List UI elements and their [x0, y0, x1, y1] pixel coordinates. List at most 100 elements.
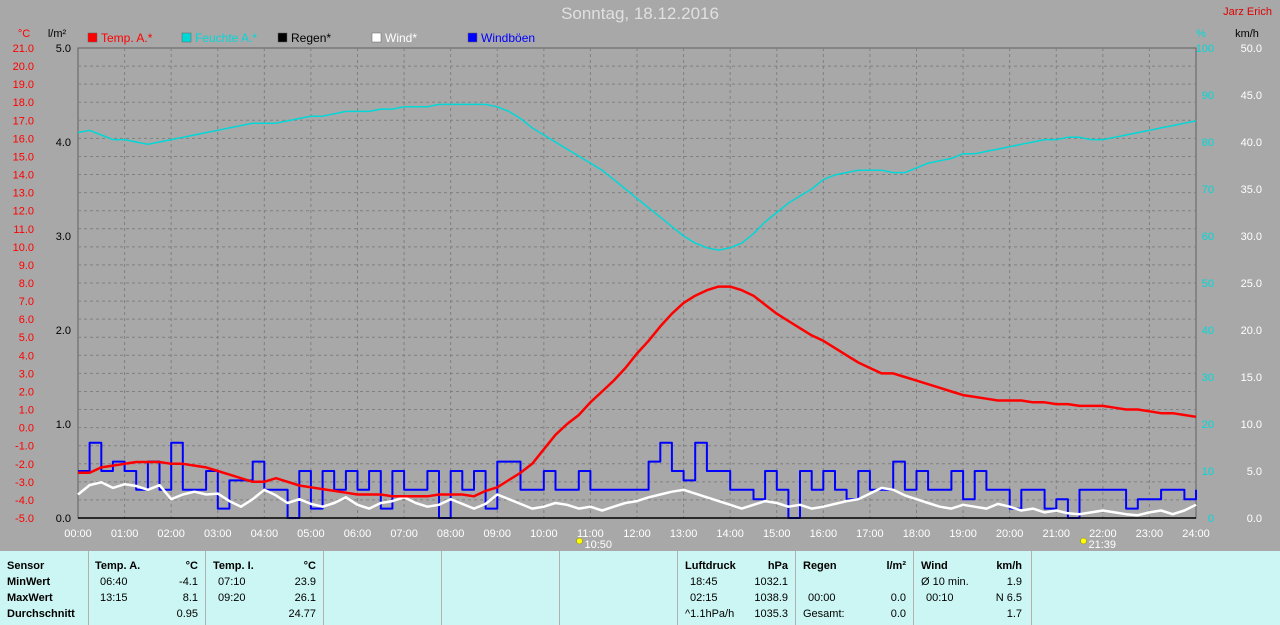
rain-total-label: Gesamt: [803, 608, 845, 620]
x-tick-label: 02:00 [157, 528, 185, 540]
pressure-header: Luftdruck [685, 560, 736, 572]
humidity-tick-label: 60 [1202, 231, 1214, 243]
temp-i-min-value: 23.9 [294, 576, 316, 588]
temp-tick-label: -2.0 [15, 459, 34, 471]
sun-marker-icon [576, 537, 583, 545]
temp-tick-label: 0.0 [19, 423, 34, 435]
wind-tick-label: 50.0 [1241, 43, 1262, 55]
temp-i-unit: °C [303, 560, 316, 572]
temp-i-max-time: 09:20 [218, 592, 246, 604]
legend-swatch [371, 32, 382, 43]
wind-tick-label: 20.0 [1241, 325, 1262, 337]
x-tick-label: 03:00 [204, 528, 232, 540]
temp-tick-label: 21.0 [13, 43, 34, 55]
humidity-tick-label: 0 [1208, 513, 1214, 525]
temp-a-unit: °C [185, 560, 198, 572]
wind-tick-label: 35.0 [1241, 184, 1262, 196]
legend-swatch [181, 32, 192, 43]
temp-tick-label: -4.0 [15, 495, 34, 507]
x-tick-label: 01:00 [111, 528, 139, 540]
x-tick-label: 06:00 [344, 528, 372, 540]
chart-title: Sonntag, 18.12.2016 [561, 4, 719, 23]
temp-tick-label: 1.0 [19, 405, 34, 417]
temp-tick-label: 20.0 [13, 61, 34, 73]
temp-a-header: Temp. A. [95, 560, 141, 572]
x-tick-label: 11:00 [577, 528, 604, 540]
pressure-max-time: 02:15 [690, 592, 718, 604]
sun-marker-icon [1080, 537, 1087, 545]
temp-tick-label: 15.0 [13, 151, 34, 163]
sensor-header: Sensor [7, 560, 45, 572]
x-tick-label: 17:00 [856, 528, 884, 540]
x-tick-label: 21:00 [1042, 528, 1070, 540]
wind-header: Wind [921, 560, 948, 572]
temp-tick-label: -5.0 [15, 513, 34, 525]
legend-swatch [467, 32, 478, 43]
row-label-avg: Durchschnitt [7, 608, 75, 620]
rain-tick-label: 1.0 [56, 419, 71, 431]
rain-tick-label: 2.0 [56, 325, 71, 337]
wind-tick-label: 30.0 [1241, 231, 1262, 243]
wind-tick-label: 45.0 [1241, 90, 1262, 102]
rain-unit-label: l/m² [48, 28, 67, 40]
temp-tick-label: -3.0 [15, 477, 34, 489]
temp-tick-label: 17.0 [13, 115, 34, 127]
wind-unit-label: km/h [1235, 28, 1259, 40]
x-tick-label: 16:00 [810, 528, 838, 540]
legend-label: Wind* [385, 31, 417, 45]
legend-swatch [87, 32, 98, 43]
x-tick-label: 09:00 [483, 528, 511, 540]
wind-tick-label: 15.0 [1241, 372, 1262, 384]
author-label: Jarz Erich [1223, 6, 1272, 18]
temp-tick-label: 8.0 [19, 278, 34, 290]
humidity-tick-label: 20 [1202, 419, 1214, 431]
temp-tick-label: 11.0 [13, 224, 34, 236]
statistics-panel: Sensor MinWert MaxWert Durchschnitt Temp… [0, 551, 1280, 625]
wind-max-value: N 6.5 [995, 592, 1022, 604]
sun-marker-label: 21:39 [1089, 539, 1117, 551]
weather-chart: 00:00 01:00 02:00 03:00 04:00 05:00 06:00 07:00… [13, 28, 1262, 551]
divider [323, 551, 324, 625]
pressure-min-time: 18:45 [690, 576, 718, 588]
x-tick-label: 08:00 [437, 528, 465, 540]
wind-tick-label: 0.0 [1247, 513, 1262, 525]
temp-tick-label: 2.0 [19, 386, 34, 398]
temp-tick-label: 7.0 [19, 296, 34, 308]
temp-a-max-value: 8.1 [182, 592, 198, 604]
divider [913, 551, 914, 625]
divider [441, 551, 442, 625]
temp-tick-label: 5.0 [19, 332, 34, 344]
wind-tick-label: 10.0 [1241, 419, 1262, 431]
rain-total-value: 0.0 [890, 608, 906, 620]
wind-max-time: 00:10 [926, 592, 954, 604]
x-tick-label: 18:00 [903, 528, 931, 540]
rain-tick-label: 3.0 [56, 231, 71, 243]
divider [795, 551, 796, 625]
sun-marker-label: 10:50 [584, 539, 612, 551]
legend-label: Windböen [481, 31, 535, 45]
temp-tick-label: 16.0 [13, 133, 34, 145]
pressure-min-value: 1032.1 [754, 576, 788, 588]
wind-tick-label: 40.0 [1241, 137, 1262, 149]
x-tick-label: 22:00 [1089, 528, 1117, 540]
temp-tick-label: -1.0 [15, 441, 34, 453]
row-label-max: MaxWert [7, 592, 53, 604]
humidity-tick-label: 80 [1202, 137, 1214, 149]
x-tick-label: 19:00 [949, 528, 977, 540]
x-tick-label: 10:00 [530, 528, 558, 540]
x-tick-label: 07:00 [390, 528, 418, 540]
x-tick-label: 05:00 [297, 528, 325, 540]
legend-label: Feuchte A.* [195, 31, 257, 45]
row-label-min: MinWert [7, 576, 51, 588]
x-tick-label: 24:00 [1182, 528, 1210, 540]
humidity-tick-label: 40 [1202, 325, 1214, 337]
divider [205, 551, 206, 625]
temp-i-min-time: 07:10 [218, 576, 246, 588]
x-tick-label: 23:00 [1136, 528, 1164, 540]
humidity-tick-label: 70 [1202, 184, 1214, 196]
divider [1031, 551, 1032, 625]
pressure-unit: hPa [767, 560, 788, 572]
series-line-feuchtea [77, 103, 1197, 251]
wind-unit: km/h [996, 560, 1022, 572]
divider [88, 551, 89, 625]
